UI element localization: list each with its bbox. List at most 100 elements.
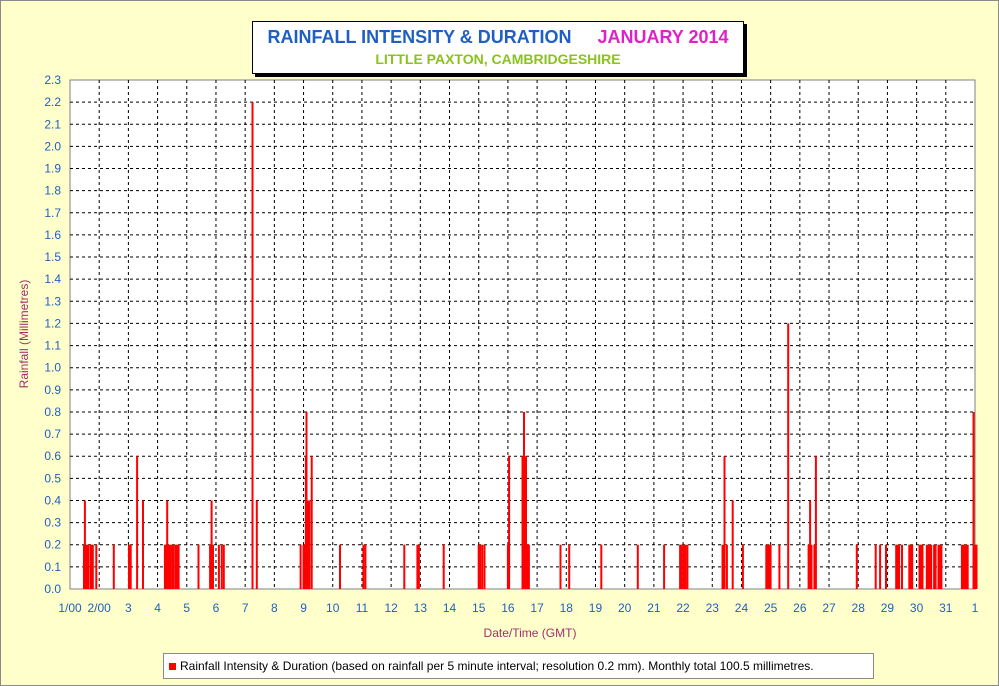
x-tick-label: 1	[972, 601, 979, 615]
rainfall-bar	[925, 544, 928, 589]
x-tick-label: 19	[589, 601, 603, 615]
x-tick-label: 13	[414, 601, 428, 615]
rainfall-bar	[723, 456, 726, 589]
rainfall-bar	[479, 544, 482, 589]
x-tick-label: 30	[910, 601, 924, 615]
x-tick-label: 1/00	[58, 601, 82, 615]
rainfall-bar	[721, 544, 724, 589]
x-tick-label: 31	[939, 601, 953, 615]
y-tick-label: 1.1	[44, 339, 61, 353]
rainfall-bar	[921, 544, 924, 589]
rainfall-bar	[166, 500, 169, 589]
rainfall-bar	[920, 544, 922, 589]
rainfall-bar	[169, 544, 172, 589]
axis-ticks: 0.0 0.1 0.2 0.3 0.4 0.5 0.6 0.7 0.8 0.9 1.0 1.1 1.2 1…	[44, 73, 978, 615]
rainfall-bar	[302, 544, 305, 589]
rainfall-bar	[930, 544, 933, 589]
rainfall-bar	[885, 544, 887, 589]
chart-title: RAINFALL INTENSITY & DURATION JANUARY 201…	[253, 27, 743, 48]
rainfall-bar	[686, 544, 689, 589]
rainfall-bar	[210, 500, 213, 589]
rainfall-bar	[918, 544, 921, 589]
rainfall-bar	[966, 544, 969, 589]
x-tick-label: 9	[300, 601, 307, 615]
rainfall-bar	[483, 544, 486, 589]
rainfall-bar	[974, 544, 976, 589]
y-tick-label: 1.2	[44, 316, 61, 330]
legend-label: Rainfall Intensity & Duration (based on …	[180, 659, 814, 673]
rainfall-bar	[129, 544, 132, 589]
rainfall-bar	[814, 456, 817, 589]
rainfall-bar	[220, 544, 223, 589]
legend: Rainfall Intensity & Duration (based on …	[163, 653, 874, 679]
rainfall-bar	[813, 544, 816, 589]
rainfall-bar	[975, 544, 978, 589]
x-tick-label: 8	[271, 601, 278, 615]
rainfall-bar	[95, 544, 98, 589]
y-tick-label: 0.8	[44, 405, 61, 419]
rainfall-bar	[778, 544, 781, 589]
y-tick-label: 1.8	[44, 184, 61, 198]
x-tick-label: 23	[706, 601, 720, 615]
x-tick-label: 11	[356, 601, 369, 615]
x-tick-label: 10	[326, 601, 340, 615]
rainfall-bar	[807, 544, 810, 589]
rainfall-bar	[787, 323, 790, 589]
y-tick-label: 1.7	[44, 206, 61, 220]
y-tick-label: 0.0	[44, 582, 61, 596]
x-tick-label: 18	[560, 601, 574, 615]
y-tick-label: 1.4	[44, 272, 61, 286]
y-tick-label: 1.9	[44, 162, 61, 176]
x-tick-label: 16	[501, 601, 515, 615]
rainfall-bar	[417, 544, 420, 589]
rainfall-bar	[174, 544, 177, 589]
rainfall-bar	[898, 544, 901, 589]
rainfall-bar	[909, 544, 912, 589]
rainfall-bar	[895, 544, 898, 589]
rainfall-bar	[768, 544, 771, 589]
x-tick-label: 7	[242, 601, 249, 615]
y-tick-label: 1.5	[44, 250, 61, 264]
rainfall-bar	[960, 544, 963, 589]
x-tick-label: 14	[443, 601, 457, 615]
rainfall-bar	[962, 544, 965, 589]
y-tick-label: 2.1	[44, 117, 61, 131]
rainfall-bar	[879, 544, 882, 589]
rainfall-bar	[525, 456, 527, 589]
rainfall-bar	[526, 544, 529, 589]
rainfall-bar	[896, 544, 899, 589]
rainfall-bar	[963, 544, 966, 589]
rainfall-bar	[112, 544, 115, 589]
rainfall-bar	[176, 544, 179, 589]
rainfall-bar	[128, 544, 130, 589]
x-tick-label: 6	[213, 601, 220, 615]
chart-title-box: RAINFALL INTENSITY & DURATION JANUARY 201…	[252, 21, 744, 74]
y-tick-label: 0.9	[44, 383, 61, 397]
chart-title-month: JANUARY 2014	[597, 27, 729, 47]
rainfall-bar	[90, 544, 93, 589]
rainfall-bar	[741, 544, 744, 589]
rainfall-bar	[855, 544, 858, 589]
rainfall-bar	[212, 544, 214, 589]
rainfall-bar	[403, 544, 406, 589]
rainfall-bar	[684, 544, 687, 589]
rainfall-bar	[636, 544, 639, 589]
rainfall-bar	[679, 544, 682, 589]
rainfall-bar	[972, 412, 975, 589]
rainfall-bar	[477, 544, 480, 589]
rainfall-bar	[928, 544, 931, 589]
y-tick-label: 0.2	[44, 538, 61, 552]
rainfall-bar	[167, 544, 170, 589]
rainfall-bar	[299, 544, 302, 589]
rainfall-bar	[940, 544, 943, 589]
chart-title-main: RAINFALL INTENSITY & DURATION	[267, 27, 572, 47]
rainfall-bar	[908, 544, 911, 589]
x-tick-label: 28	[852, 601, 866, 615]
y-tick-label: 0.1	[44, 560, 61, 574]
rainfall-bar	[165, 544, 167, 589]
x-tick-label: 27	[822, 601, 836, 615]
x-axis-title: Date/Time (GMT)	[484, 626, 577, 640]
rainfall-bar	[305, 412, 308, 589]
x-tick-label: 24	[735, 601, 749, 615]
